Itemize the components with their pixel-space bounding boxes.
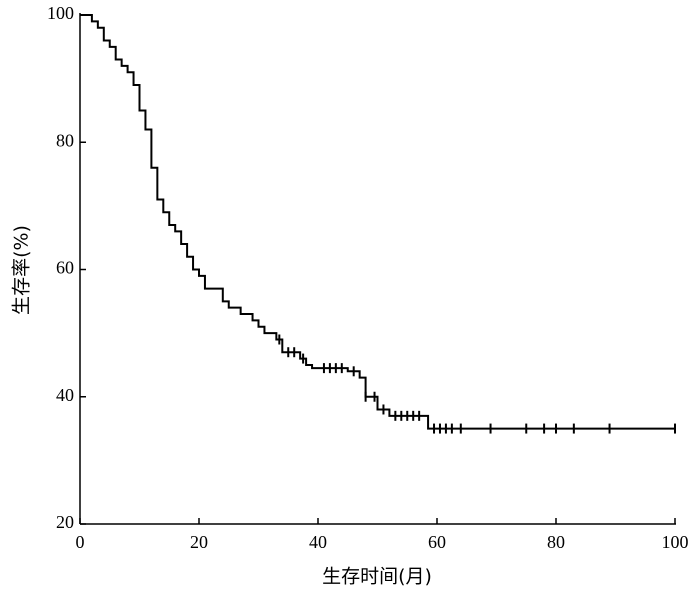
y-tick-label: 60	[56, 258, 74, 278]
y-tick-label: 20	[56, 512, 74, 532]
x-tick-label: 60	[428, 532, 446, 552]
x-tick-label: 0	[76, 532, 85, 552]
x-axis-title: 生存时间(月)	[322, 566, 432, 588]
x-tick-label: 80	[547, 532, 565, 552]
survival-curve	[80, 14, 675, 430]
x-tick-label: 100	[662, 532, 689, 552]
x-tick-label: 40	[309, 532, 327, 552]
y-axis-title: 生存率(%)	[11, 225, 33, 315]
y-tick-label: 100	[47, 3, 74, 23]
x-tick-label: 20	[190, 532, 208, 552]
y-tick-label: 40	[56, 385, 74, 405]
y-tick-label: 80	[56, 130, 74, 150]
